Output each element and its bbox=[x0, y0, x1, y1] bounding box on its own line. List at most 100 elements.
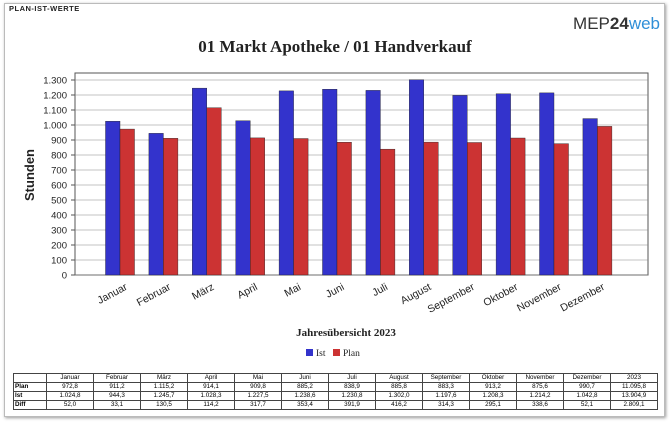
legend-swatch bbox=[333, 349, 340, 356]
chart-title: 01 Markt Apotheke / 01 Handverkauf bbox=[198, 37, 472, 56]
table-cell: 416,2 bbox=[375, 400, 423, 410]
logo-part: web bbox=[628, 14, 660, 33]
table-cell: 885,2 bbox=[281, 382, 329, 392]
table-cell: 913,2 bbox=[469, 382, 517, 392]
table-cell: 944,3 bbox=[93, 391, 141, 401]
table-header: Januar Februar März April Mai Juni Juli August S… bbox=[13, 373, 658, 383]
y-tick-label: 700 bbox=[51, 166, 67, 177]
page-title: PLAN-IST-WERTE bbox=[9, 4, 80, 13]
table-cell: 914,1 bbox=[187, 382, 235, 392]
y-tick-label: 0 bbox=[62, 271, 67, 282]
y-axis-title: Stunden bbox=[22, 149, 37, 201]
table-cell: 1.214,2 bbox=[516, 391, 564, 401]
legend-label: Plan bbox=[343, 349, 360, 359]
logo-part: MEP bbox=[573, 14, 610, 33]
table-cell: 972,8 bbox=[46, 382, 94, 392]
chart: 01 Markt Apotheke / 01 Handverkauf Stund… bbox=[22, 37, 649, 359]
bar bbox=[365, 90, 381, 276]
table-cell: 52,1 bbox=[563, 400, 611, 410]
x-tick-label: März bbox=[190, 281, 216, 303]
bar bbox=[336, 142, 352, 276]
bar bbox=[423, 141, 439, 276]
table-cell: 338,6 bbox=[516, 400, 564, 410]
bar bbox=[105, 121, 121, 276]
bar bbox=[192, 87, 208, 276]
logo-part: 24 bbox=[609, 14, 629, 33]
y-tick-label: 900 bbox=[51, 136, 67, 147]
bar bbox=[119, 128, 135, 276]
table-cell: Februar bbox=[93, 373, 141, 383]
bar bbox=[582, 118, 598, 276]
table-cell: 911,2 bbox=[93, 382, 141, 392]
y-tick-label: 1.000 bbox=[43, 121, 67, 132]
bar bbox=[249, 137, 265, 276]
x-tick-label: Januar bbox=[95, 281, 129, 307]
logo: MEP24web bbox=[573, 14, 660, 34]
x-tick-label: September bbox=[426, 281, 477, 316]
table-cell: 838,9 bbox=[328, 382, 376, 392]
y-tick-label: 500 bbox=[51, 196, 67, 207]
table-cell: 875,6 bbox=[516, 382, 564, 392]
y-tick-label: 1.100 bbox=[43, 106, 67, 117]
bar bbox=[409, 79, 424, 276]
bar bbox=[293, 138, 309, 276]
x-tick-label: Mai bbox=[282, 281, 303, 300]
table-cell: 52,0 bbox=[46, 400, 94, 410]
table-cell: Oktober bbox=[469, 373, 517, 383]
x-tick-label: Juni bbox=[324, 281, 347, 301]
y-tick-label: 1.300 bbox=[43, 76, 67, 87]
table-cell: 883,3 bbox=[422, 382, 470, 392]
table-cell: April bbox=[187, 373, 235, 383]
bar bbox=[380, 148, 396, 276]
x-tick-label: Juli bbox=[370, 281, 390, 299]
table-cell: 114,2 bbox=[187, 400, 235, 410]
bar bbox=[206, 107, 222, 276]
x-tick-label: Februar bbox=[135, 281, 174, 309]
table-cell: September bbox=[422, 373, 470, 383]
bar bbox=[148, 133, 164, 276]
table-cell: 1.197,6 bbox=[422, 391, 470, 401]
bar bbox=[553, 143, 569, 276]
x-tick-label: November bbox=[515, 281, 564, 315]
table-cell: 1.028,3 bbox=[187, 391, 235, 401]
table-cell: Plan bbox=[13, 382, 47, 392]
table-row: Ist 1.024,8 944,3 1.245,7 1.028,3 1.227,5 1.23… bbox=[13, 391, 658, 401]
bar bbox=[539, 92, 555, 276]
y-tick-label: 800 bbox=[51, 151, 67, 162]
bar bbox=[510, 137, 526, 276]
table-cell: 1.115,2 bbox=[140, 382, 188, 392]
table-cell: 1.238,6 bbox=[281, 391, 329, 401]
legend-swatch bbox=[306, 349, 313, 356]
x-axis-title: Jahresübersicht 2023 bbox=[296, 327, 396, 339]
table-row: Plan 972,8 911,2 1.115,2 914,1 909,8 885,2 838,… bbox=[13, 382, 658, 392]
table-cell: Juli bbox=[328, 373, 376, 383]
table-cell: 1.245,7 bbox=[140, 391, 188, 401]
table-cell: 391,9 bbox=[328, 400, 376, 410]
table-cell: 1.024,8 bbox=[46, 391, 94, 401]
y-tick-label: 200 bbox=[51, 241, 67, 252]
x-tick-label: Dezember bbox=[558, 281, 607, 315]
table-cell: 295,1 bbox=[469, 400, 517, 410]
table-cell: 33,1 bbox=[93, 400, 141, 410]
table-cell: 909,8 bbox=[234, 382, 282, 392]
table-cell: März bbox=[140, 373, 188, 383]
y-tick-label: 400 bbox=[51, 211, 67, 222]
table-cell: 1.302,0 bbox=[375, 391, 423, 401]
table-cell: Juni bbox=[281, 373, 329, 383]
bar bbox=[163, 138, 179, 276]
table-cell: Ist bbox=[13, 391, 47, 401]
bar bbox=[495, 93, 511, 276]
table-cell: 1.042,8 bbox=[563, 391, 611, 401]
bar bbox=[235, 120, 251, 276]
table-cell: 1.230,8 bbox=[328, 391, 376, 401]
table-cell: Dezember bbox=[563, 373, 611, 383]
table-cell: November bbox=[516, 373, 564, 383]
table-cell: 1.208,3 bbox=[469, 391, 517, 401]
table-cell: 11.095,8 bbox=[610, 382, 658, 392]
y-tick-label: 300 bbox=[51, 226, 67, 237]
y-tick-label: 1.200 bbox=[43, 91, 67, 102]
table-cell: 13.904,9 bbox=[610, 391, 658, 401]
y-tick-label: 600 bbox=[51, 181, 67, 192]
table-cell: Diff bbox=[13, 400, 47, 410]
